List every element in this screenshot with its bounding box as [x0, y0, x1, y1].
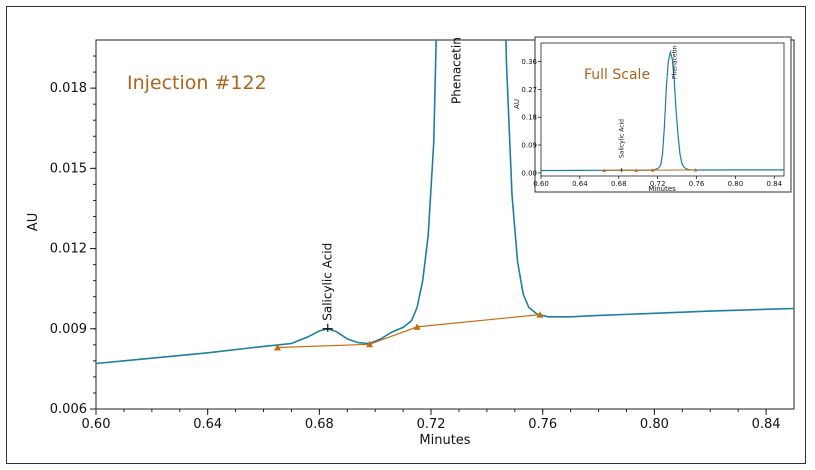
y-axis: 0.006 0.009 0.012 0.015 0.018 — [50, 55, 96, 417]
y-tick-label: 0.009 — [50, 322, 87, 337]
y-tick-label: 0.015 — [50, 161, 87, 176]
inset-y-tick-label: 0.27 — [521, 86, 537, 94]
inset-title: Full Scale — [584, 67, 650, 83]
inset-y-axis-label: AU — [513, 99, 521, 109]
inset-x-tick-label: 0.76 — [689, 180, 705, 188]
x-tick-label: 0.80 — [640, 417, 669, 432]
inset-x-tick-label: 0.72 — [650, 180, 666, 188]
baseline-marker — [273, 344, 281, 351]
inset-baseline-marker — [693, 168, 698, 172]
plot-area — [95, 39, 795, 410]
inset-peak-label-salicylic-acid: Salicylic Acid — [619, 119, 626, 158]
x-tick-label: 0.84 — [752, 417, 781, 432]
injection-title: Injection #122 — [127, 72, 267, 94]
chromatogram-trace — [96, 40, 794, 365]
inset-x-tick-label: 0.60 — [533, 180, 549, 188]
inset-y-tick-label: 0.09 — [521, 142, 537, 150]
inset-y-tick-label: 0.36 — [521, 58, 537, 66]
inset-peak-label-phenacetin: Phenacetin — [671, 45, 678, 79]
inset-x-tick-label: 0.64 — [572, 180, 588, 188]
peak-label-phenacetin: Phenacetin — [449, 37, 463, 104]
peak-labels: Salicylic Acid Phenacetin — [321, 37, 463, 332]
inset-background — [534, 36, 792, 193]
x-axis-label: Minutes — [419, 433, 470, 448]
x-tick-label: 0.72 — [417, 417, 446, 432]
y-tick-label: 0.018 — [50, 81, 87, 96]
inset-y-axis: 0.00 0.09 0.18 0.27 0.36 — [521, 58, 541, 177]
x-tick-label: 0.64 — [193, 417, 222, 432]
inset-baseline-marker — [634, 168, 639, 172]
inset-full-scale: 0.60 0.64 0.68 0.72 0.76 0.80 0.84 0.00 0.09 0.1… — [513, 36, 792, 193]
inset-x-tick-label: 0.84 — [766, 180, 782, 188]
x-tick-label: 0.60 — [82, 417, 111, 432]
inset-plot-area — [540, 42, 785, 177]
y-tick-label: 0.006 — [50, 402, 87, 417]
inset-x-axis: 0.60 0.64 0.68 0.72 0.76 0.80 0.84 — [533, 176, 783, 188]
baseline-marker — [413, 323, 421, 330]
baseline-marker — [366, 340, 374, 348]
baseline-markers — [273, 311, 544, 351]
inset-peak-labels: Salicylic Acid Phenacetin — [619, 45, 678, 173]
x-axis: 0.60 0.64 0.68 0.72 0.76 0.80 0.84 — [82, 409, 781, 432]
x-tick-label: 0.76 — [528, 417, 557, 432]
inset-baseline-marker — [650, 168, 655, 172]
y-axis-label: AU — [26, 213, 41, 231]
inset-x-axis-label: Minutes — [648, 185, 676, 193]
x-tick-label: 0.68 — [305, 417, 334, 432]
inset-baseline-marker — [602, 168, 606, 172]
inset-x-tick-label: 0.80 — [728, 180, 744, 188]
baseline-marker — [536, 311, 544, 318]
inset-y-tick-label: 0.00 — [521, 169, 537, 177]
main-plot: 0.60 0.64 0.68 0.72 0.76 0.80 0.84 0.0060.0090… — [26, 37, 795, 448]
inset-x-tick-label: 0.68 — [611, 180, 627, 188]
inset-y-tick-label: 0.18 — [521, 114, 537, 122]
chart-frame — [6, 6, 806, 464]
integration-baseline — [277, 314, 540, 349]
peak-label-salicylic-acid: Salicylic Acid — [321, 243, 335, 321]
y-tick-label: 0.012 — [50, 242, 87, 257]
